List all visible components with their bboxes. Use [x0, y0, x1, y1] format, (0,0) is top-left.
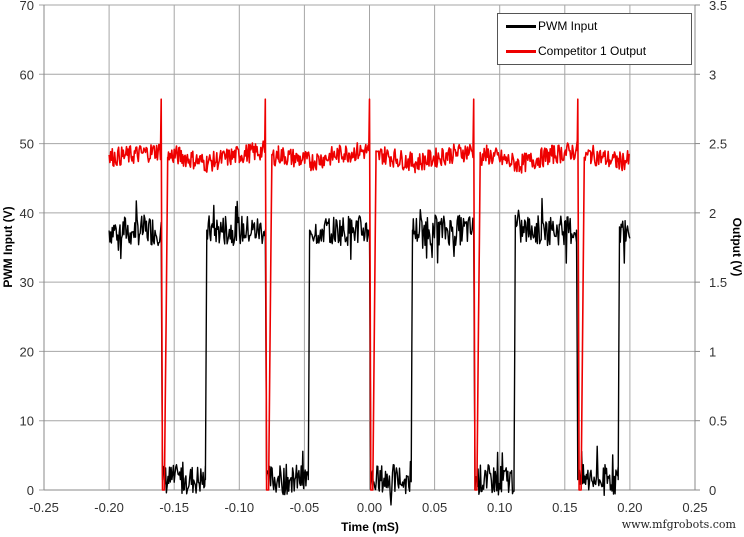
x-tick-label: 0.15 — [552, 500, 577, 515]
y2-tick-label: 1.5 — [709, 275, 727, 290]
y-tick-label: 60 — [20, 67, 34, 82]
y2-tick-label: 3 — [709, 67, 716, 82]
x-tick-label: -0.10 — [224, 500, 254, 515]
axes: -0.25 -0.20 -0.15 -0.10 -0.05 0.00 0.05 0.10 0.1… — [20, 0, 728, 515]
y2-tick-label: 2 — [709, 206, 716, 221]
legend-swatch-pwm — [506, 24, 536, 28]
x-tick-label: 0.00 — [357, 500, 382, 515]
x-tick-label: 0.10 — [487, 500, 512, 515]
x-tick-label: -0.25 — [29, 500, 59, 515]
y2-tick-label: 0 — [709, 483, 716, 498]
x-tick-label: 0.20 — [617, 500, 642, 515]
x-tick-label: 0.25 — [682, 500, 707, 515]
y-tick-label: 20 — [20, 344, 34, 359]
y2-tick-label: 3.5 — [709, 0, 727, 13]
y-tick-label: 50 — [20, 137, 34, 152]
legend-label-pwm: PWM Input — [538, 19, 598, 33]
legend-label-output: Competitor 1 Output — [538, 44, 647, 58]
series-layer — [108, 98, 631, 506]
x-tick-label: -0.05 — [290, 500, 320, 515]
y2-tick-label: 0.5 — [709, 414, 727, 429]
y-tick-label: 0 — [27, 483, 34, 498]
x-tick-label: -0.15 — [159, 500, 189, 515]
legend-item-pwm: PWM Input — [506, 19, 597, 33]
legend-item-output: Competitor 1 Output — [506, 44, 646, 58]
y2-tick-label: 2.5 — [709, 137, 727, 152]
legend: PWM Input Competitor 1 Output — [497, 13, 692, 65]
x-tick-label: -0.20 — [94, 500, 124, 515]
y-axis-label: PWM Input (V) — [1, 206, 15, 287]
series-output-line — [108, 98, 631, 491]
y-tick-label: 10 — [20, 414, 34, 429]
x-axis-label: Time (mS) — [341, 520, 399, 534]
watermark: www.mfgrobots.com — [621, 518, 736, 531]
y-tick-label: 30 — [20, 275, 34, 290]
y2-axis-label: Output (V) — [730, 218, 744, 277]
legend-swatch-output — [506, 49, 536, 53]
x-tick-label: 0.05 — [422, 500, 447, 515]
y-tick-label: 70 — [20, 0, 34, 13]
y2-tick-label: 1 — [709, 344, 716, 359]
y-tick-label: 40 — [20, 206, 34, 221]
gridlines — [39, 4, 696, 491]
